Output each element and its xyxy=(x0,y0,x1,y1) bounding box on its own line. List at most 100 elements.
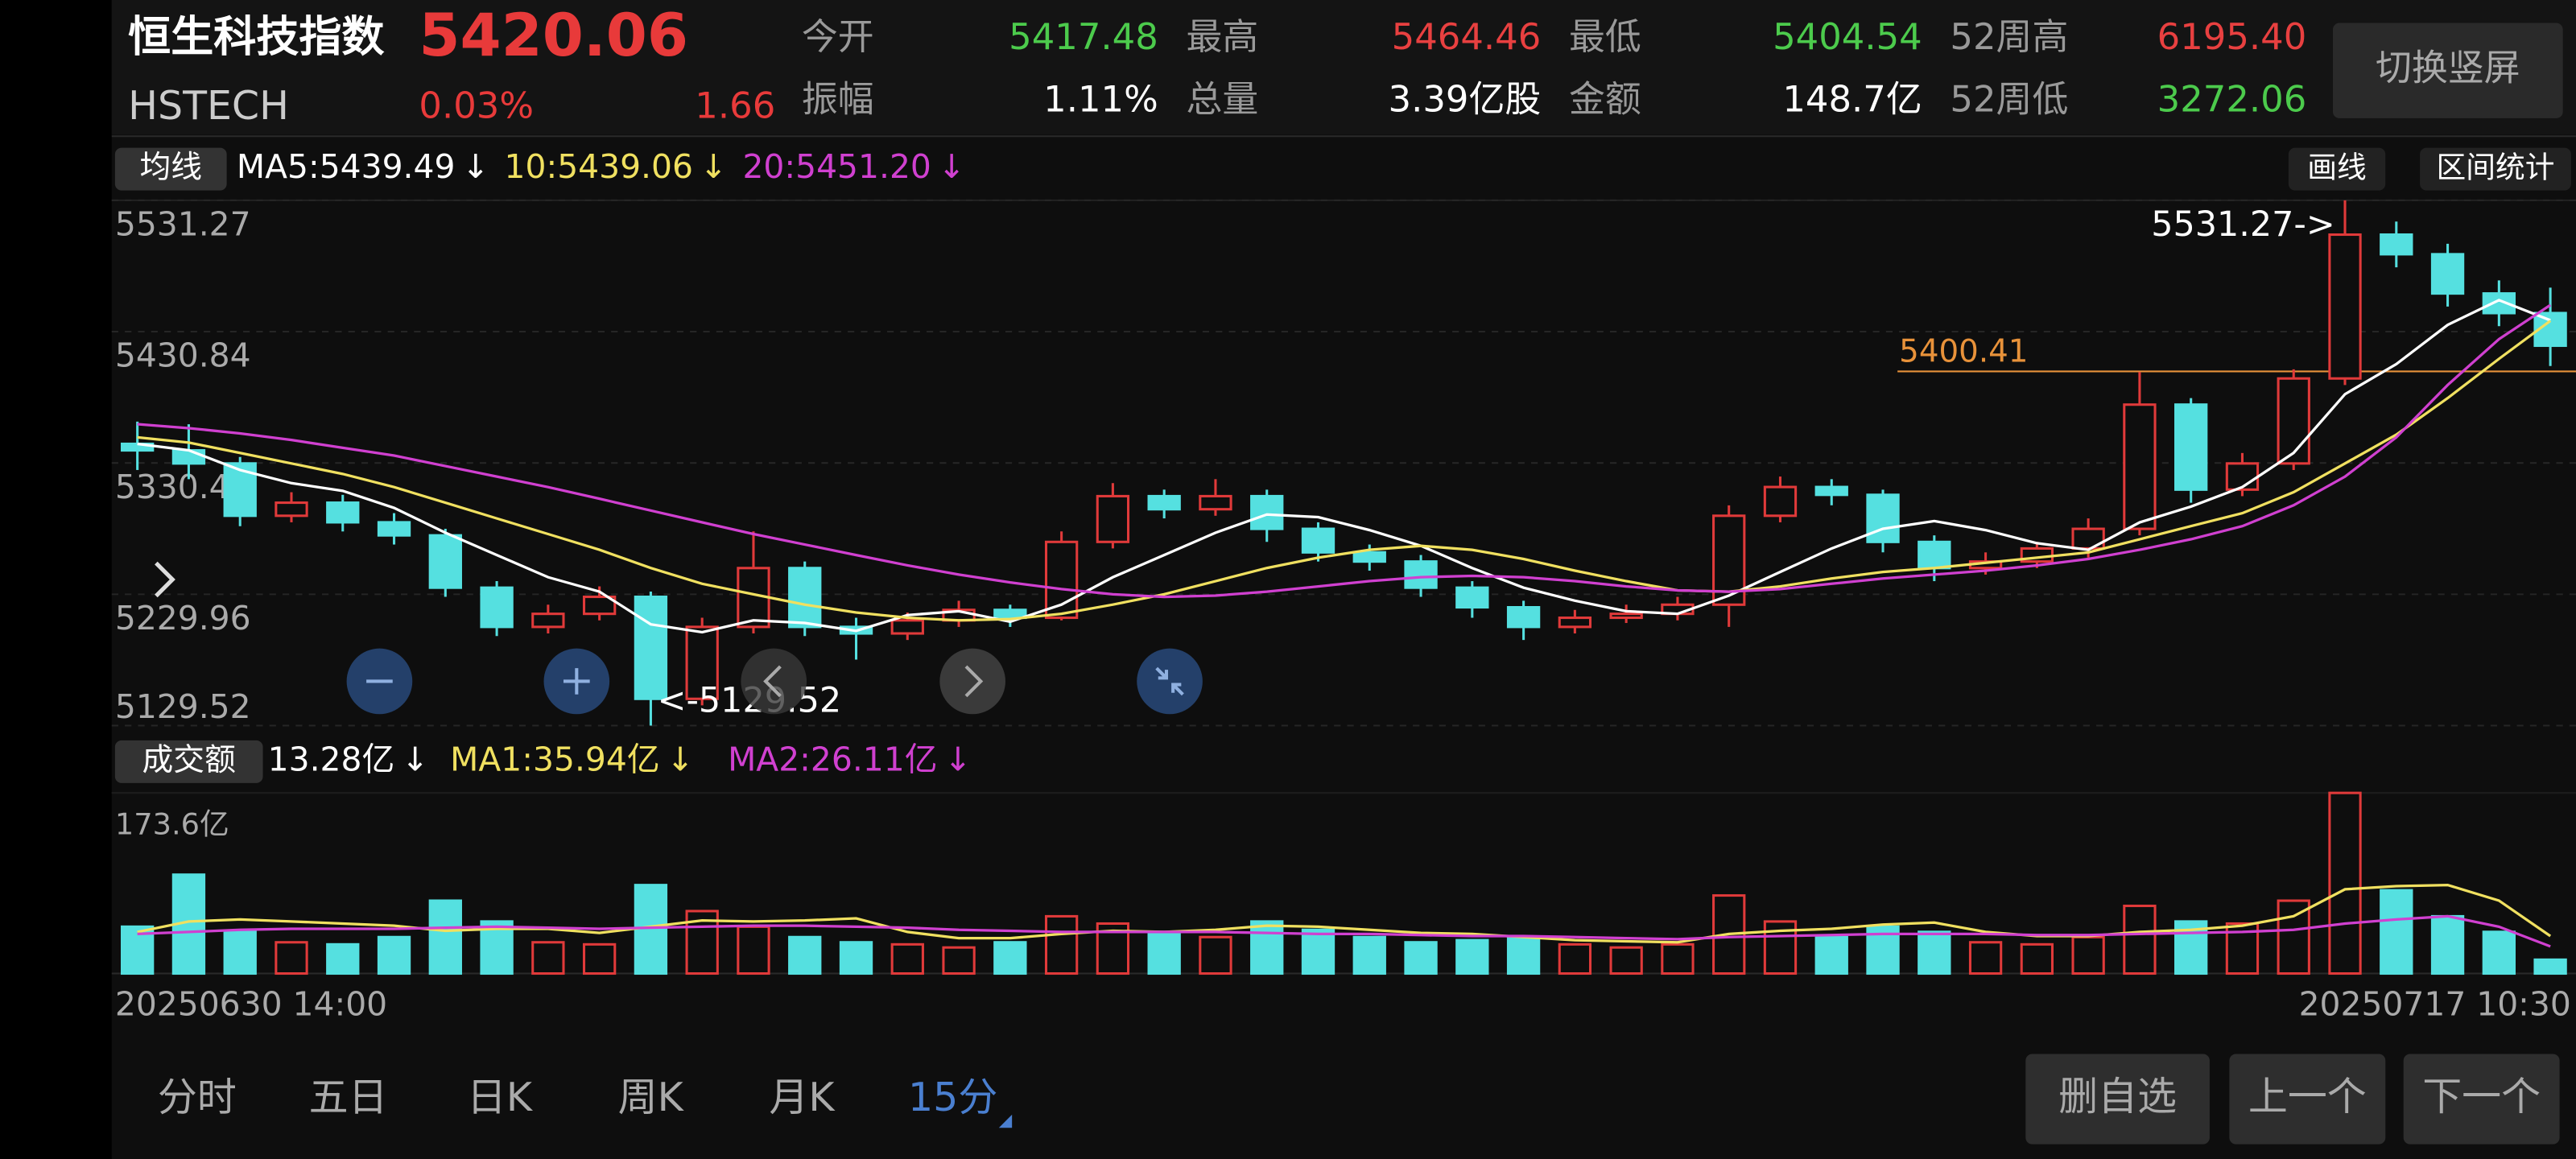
reset-button[interactable] xyxy=(1137,648,1203,715)
candle-body xyxy=(326,501,360,524)
orientation-button-label: 切换竖屏 xyxy=(2376,47,2520,89)
y-tick-label: 5129.52 xyxy=(115,687,251,726)
volume-bar xyxy=(1404,941,1438,975)
volume-bar xyxy=(788,935,822,975)
volume-ma-line xyxy=(137,914,2551,948)
volume-ma-legend: MA2:26.11亿 xyxy=(728,740,937,778)
candle-body xyxy=(685,625,719,700)
candle-body xyxy=(1404,560,1438,589)
y-tick-label: 5229.96 xyxy=(115,599,251,637)
candle-body xyxy=(1814,485,1848,497)
icon xyxy=(964,665,984,698)
header-background xyxy=(111,0,2576,135)
ma-selector[interactable] xyxy=(114,147,227,191)
ma-selector-label: 均线 xyxy=(139,150,202,186)
volume-bar xyxy=(1814,935,1848,975)
volume-bar xyxy=(1455,938,1489,975)
candle-body xyxy=(1455,586,1489,609)
volume-bar xyxy=(531,941,565,975)
action-button-label: 上一个 xyxy=(2248,1074,2367,1120)
draw-button-label: 画线 xyxy=(2307,151,2366,185)
candle-body xyxy=(2277,377,2310,465)
action-button[interactable] xyxy=(2025,1054,2210,1145)
expand-arrow[interactable] xyxy=(155,561,175,598)
ma-legend: 10:5439.06 xyxy=(505,147,693,186)
period-tab[interactable]: 日K xyxy=(467,1074,534,1120)
candle-body xyxy=(634,596,668,700)
volume-bar xyxy=(223,930,257,975)
volume-ma-trend: ↓ xyxy=(667,740,694,778)
y-tick-label: 5430.84 xyxy=(115,336,251,375)
volume-latest: 13.28亿 xyxy=(268,740,395,778)
volume-bar xyxy=(993,941,1027,975)
candle-body xyxy=(890,619,924,635)
scroll-left-button[interactable] xyxy=(741,648,807,715)
candle-body xyxy=(2380,233,2413,256)
volume-bar xyxy=(634,884,668,975)
ma-line xyxy=(137,303,2552,599)
stat-label: 最高 xyxy=(1186,15,1258,58)
x-tick-label: 20250630 14:00 xyxy=(115,984,387,1023)
volume-bar xyxy=(1918,930,1951,975)
volume-tick-label: 173.6亿 xyxy=(115,806,229,841)
volume-selector-label: 成交额 xyxy=(142,742,236,778)
icon xyxy=(763,665,782,698)
candle-body xyxy=(1763,485,1798,518)
volume-bar xyxy=(942,946,976,975)
range-button[interactable] xyxy=(2420,147,2571,191)
icon xyxy=(1155,666,1184,696)
candle-body xyxy=(2123,403,2157,530)
volume-bar xyxy=(582,942,617,975)
period-tab[interactable]: 月K xyxy=(769,1074,836,1120)
stat-label: 52周高 xyxy=(1950,15,2068,58)
candle-body xyxy=(1096,494,1130,543)
stat-value: 148.7亿 xyxy=(1782,77,1922,120)
candle-body xyxy=(1301,527,1335,554)
action-button-label: 下一个 xyxy=(2422,1074,2541,1120)
candle-body xyxy=(1918,540,1951,570)
period-tab[interactable]: 五日 xyxy=(309,1074,388,1120)
volume-bar xyxy=(890,942,924,975)
candle-body xyxy=(480,586,514,629)
period-tab[interactable]: 周K xyxy=(618,1074,685,1120)
candle-body xyxy=(377,521,411,537)
stat-value: 3272.06 xyxy=(2157,77,2307,120)
stat-label: 最低 xyxy=(1569,15,1641,58)
candle-body xyxy=(2430,253,2465,295)
period-tab[interactable]: 15分 xyxy=(908,1074,997,1120)
candle-body xyxy=(531,612,565,629)
stat-value: 3.39亿股 xyxy=(1389,77,1542,120)
candle-body xyxy=(171,449,206,465)
volume-bar xyxy=(428,899,462,975)
range-button-label: 区间统计 xyxy=(2437,151,2555,185)
action-button[interactable] xyxy=(2403,1054,2560,1145)
candle-body xyxy=(1866,493,1900,543)
candle-body xyxy=(1609,612,1643,620)
volume-bar xyxy=(2533,958,2567,975)
volume-bar xyxy=(1044,914,1079,975)
candle-body xyxy=(1558,617,1592,629)
volume-bar xyxy=(2328,791,2362,975)
x-tick-label: 20250717 10:30 xyxy=(2299,984,2571,1023)
volume-bar xyxy=(1506,935,1541,975)
candle-body xyxy=(2174,403,2208,491)
ma-trend: ↓ xyxy=(938,147,965,186)
volume-selector[interactable] xyxy=(114,740,263,783)
candle-body xyxy=(1044,540,1079,620)
volume-bar xyxy=(1661,942,1695,975)
candle-body xyxy=(788,567,822,629)
volume-bar xyxy=(1250,920,1284,975)
volume-bar xyxy=(2020,942,2054,975)
action-button[interactable] xyxy=(2229,1054,2386,1145)
period-tab[interactable]: 分时 xyxy=(158,1074,237,1120)
chart-controls xyxy=(155,561,1203,715)
app-background xyxy=(111,0,2576,1159)
max-label: 5531.27-> xyxy=(2151,204,2335,245)
stat-value: 5417.48 xyxy=(1009,15,1158,58)
scroll-right-button[interactable] xyxy=(939,648,1005,715)
draw-button[interactable] xyxy=(2288,147,2386,191)
orientation-button[interactable] xyxy=(2332,23,2563,118)
change: 1.66 xyxy=(695,85,775,127)
volume-bar xyxy=(1968,941,2003,975)
